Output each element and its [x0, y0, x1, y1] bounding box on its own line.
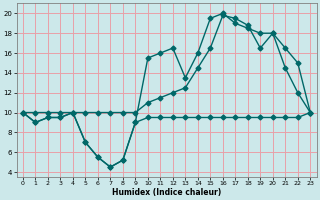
- X-axis label: Humidex (Indice chaleur): Humidex (Indice chaleur): [112, 188, 221, 197]
